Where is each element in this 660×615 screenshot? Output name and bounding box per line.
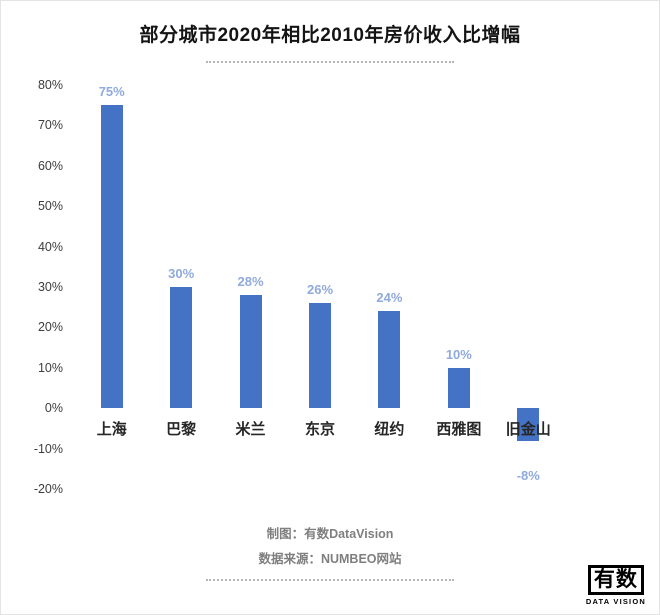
datavision-logo: 有数 DATA VISION: [586, 565, 646, 606]
y-axis-tick-label: 80%: [37, 78, 63, 92]
top-dotted-divider: [206, 61, 454, 63]
bar-value-label: 26%: [306, 282, 334, 298]
logo-subtext: DATA VISION: [585, 597, 646, 606]
category-label: 米兰: [235, 421, 266, 439]
y-axis-tick-label: 50%: [37, 199, 63, 214]
bar-chart-plot-area: 80% 70% 60% 50% 40% 30% 20% 10% 0% -10% -20% 75% 上海 3…: [1, 78, 659, 496]
y-axis-tick-label: -20%: [33, 482, 63, 496]
credit-line: 制图：有数DataVision: [266, 527, 394, 541]
y-axis-tick-label: -10%: [33, 441, 63, 456]
bar: [517, 408, 540, 441]
chart-title: 部分城市2020年相比2010年房价收入比增幅: [139, 25, 521, 46]
bar-value-label: -8%: [516, 467, 540, 483]
y-axis-tick-label: 60%: [37, 158, 63, 173]
category-label: 东京: [304, 421, 335, 439]
bar-value-label: 75%: [98, 84, 125, 100]
category-label: 上海: [96, 421, 127, 439]
bar-value-label: 28%: [237, 274, 264, 290]
y-axis-tick-label: 20%: [37, 320, 63, 335]
bar-value-label: 30%: [168, 266, 195, 281]
y-axis-tick-label: 70%: [37, 118, 63, 133]
logo-text: 有数: [587, 565, 644, 595]
bar-value-label: 10%: [445, 346, 472, 362]
category-label: 纽约: [374, 421, 405, 439]
bar: [378, 311, 401, 409]
category-label: 西雅图: [436, 421, 482, 439]
bar-value-label: 24%: [376, 290, 403, 306]
bar: [239, 295, 262, 409]
bar: [170, 287, 193, 409]
bar: [447, 367, 470, 409]
category-label: 巴黎: [166, 421, 197, 439]
y-axis-tick-label: 10%: [37, 360, 63, 375]
bar: [100, 105, 123, 409]
y-axis-tick-label: 30%: [37, 280, 63, 294]
bar: [309, 303, 331, 409]
chart-footer: 制图：有数DataVision 数据来源：NUMBEO网站: [1, 522, 659, 572]
category-label: 旧金山: [505, 421, 551, 439]
y-axis-tick-label: 40%: [37, 239, 63, 254]
y-axis-tick-label: 0%: [44, 401, 63, 416]
data-source-line: 数据来源：NUMBEO网站: [258, 552, 402, 566]
bottom-dotted-divider: [206, 579, 454, 581]
